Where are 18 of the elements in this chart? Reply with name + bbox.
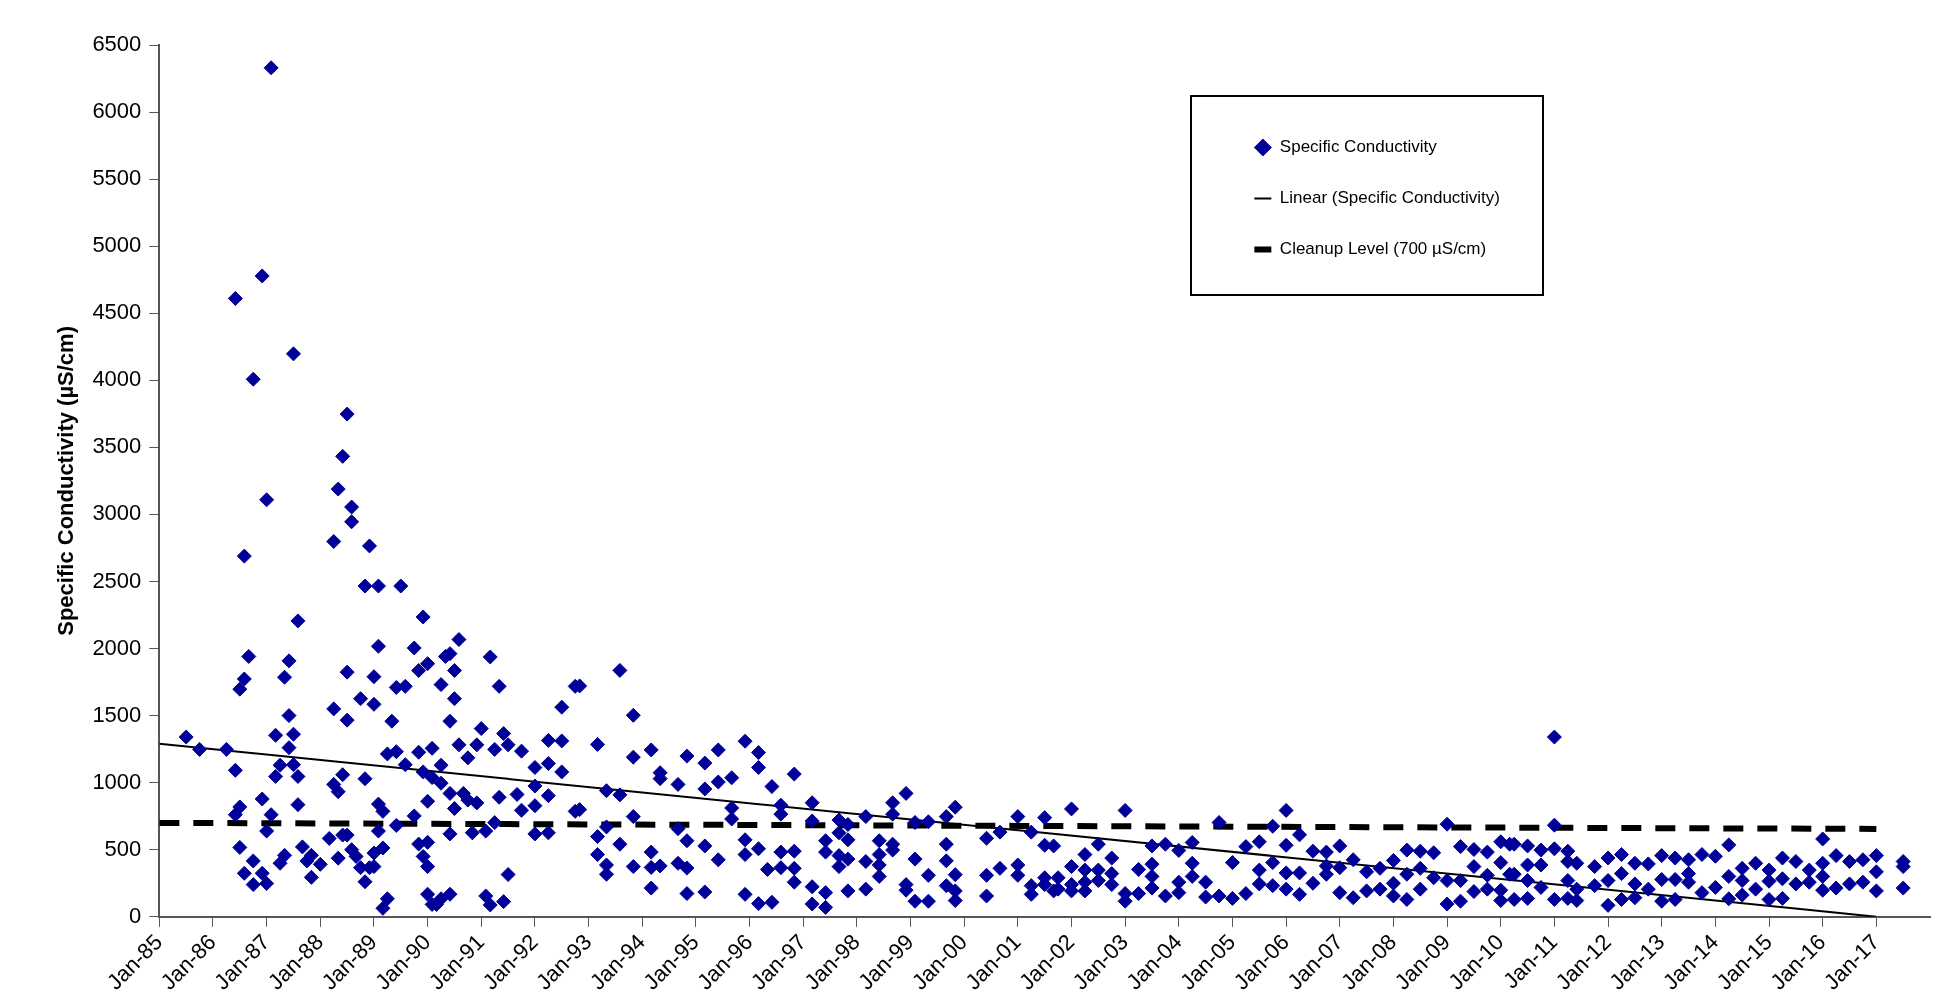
y-tick-label: 4000 <box>92 366 142 392</box>
y-tick-label: 4500 <box>92 299 142 325</box>
y-tick-label: 1500 <box>92 701 142 727</box>
y-tick-label: 5000 <box>92 232 142 258</box>
y-tick-label: 6000 <box>92 98 142 124</box>
y-axis-title: Specific Conductivity (µS/cm) <box>53 326 79 636</box>
y-tick-label: 3500 <box>92 433 142 459</box>
legend-label: Linear (Specific Conductivity) <box>1279 188 1501 208</box>
y-tick-label: 6500 <box>92 31 142 57</box>
y-tick-label: 2000 <box>92 634 142 660</box>
y-tick-label: 3000 <box>92 500 142 526</box>
legend-label: Cleanup Level (700 µS/cm) <box>1279 239 1487 259</box>
y-tick-label: 5500 <box>92 165 142 191</box>
legend-label: Specific Conductivity <box>1279 137 1438 157</box>
y-tick-label: 0 <box>129 902 142 928</box>
y-tick-label: 1000 <box>92 768 142 794</box>
y-tick-label: 500 <box>104 835 142 861</box>
y-tick-label: 2500 <box>92 567 142 593</box>
